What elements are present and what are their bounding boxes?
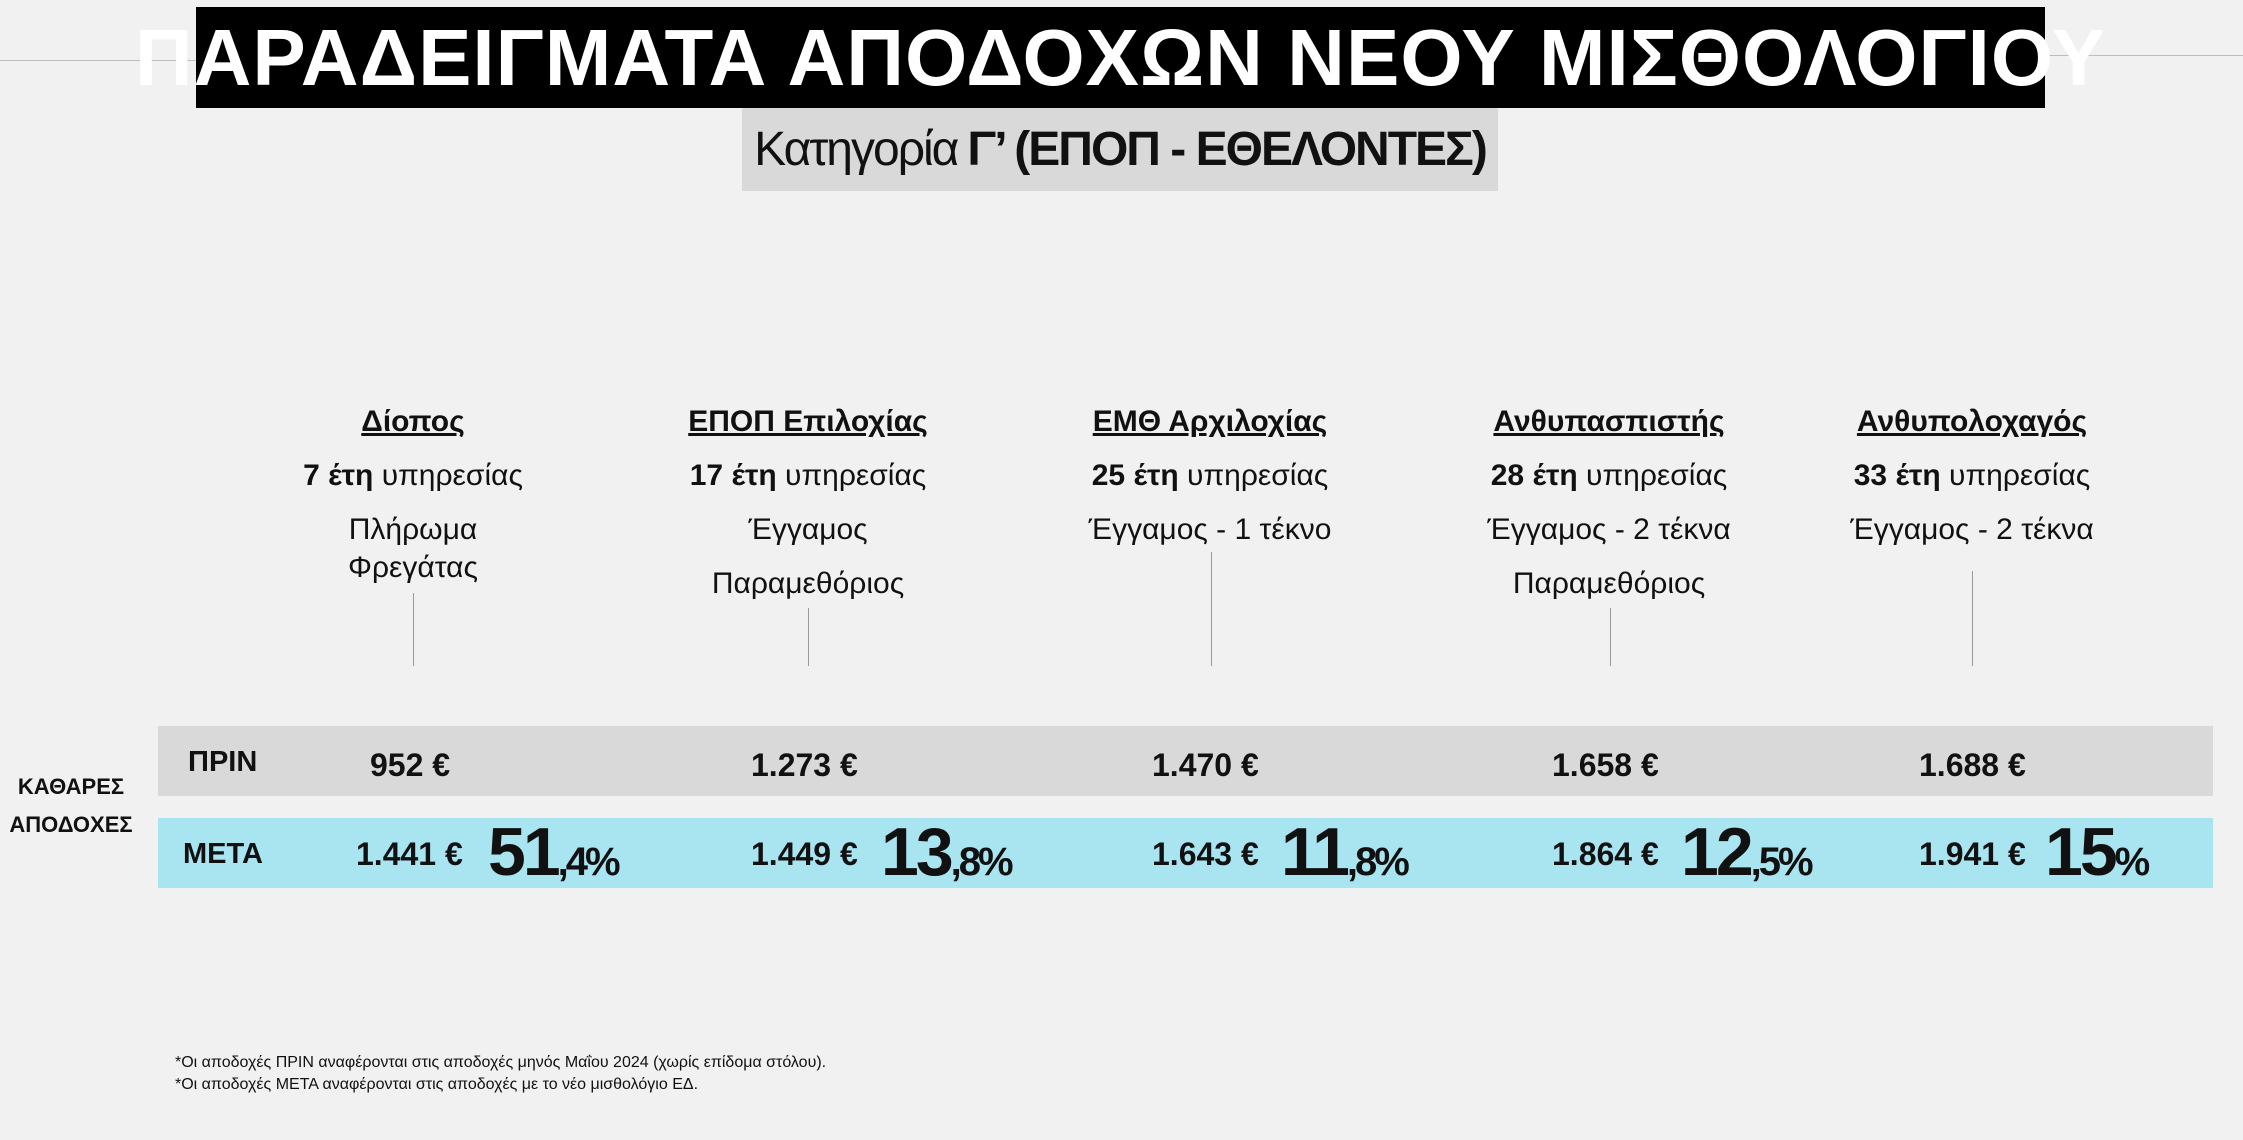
detail-line: Έγγαμος - 2 τέκνα [1487,513,1731,546]
detail-line: Πλήρωμα [348,513,478,546]
rank-name: ΕΠΟΠ Επιλοχίας [688,405,928,438]
detail-line: Παραμεθόριος [1512,567,1706,600]
before-value: 1.273 € [751,747,858,783]
example-column: Δίοπος 7 έτη υπηρεσίας Πλήρωμα Φρεγάτας [213,395,613,587]
detail-line: Έγγαμος - 2 τέκνα [1850,513,2094,546]
connector-line [1610,608,1611,666]
increase-percent: 12,5% [1681,814,1814,890]
before-label: ΠΡΙΝ [188,746,258,778]
example-column: Ανθυπασπιστής 28 έτη υπηρεσίας Έγγαμος -… [1409,395,1809,611]
increase-percent: 15% [2045,814,2150,890]
after-value: 1.643 € [1152,836,1259,872]
page-title: ΠΑΡΑΔΕΙΓΜΑΤΑ ΑΠΟΔΟΧΩΝ ΝΕΟΥ ΜΙΣΘΟΛΟΓΙΟΥ [135,7,2105,108]
connector-line [1211,552,1212,666]
service-years: 25 έτη υπηρεσίας [1091,459,1329,492]
increase-percent: 51,4% [488,814,621,890]
after-value: 1.441 € [356,836,463,872]
after-value: 1.864 € [1552,836,1659,872]
increase-percent: 13,8% [881,814,1014,890]
detail-line: Παραμεθόριος [711,567,905,600]
footnote: *Οι αποδοχές ΠΡΙΝ αναφέρονται στις αποδο… [175,1054,827,1071]
before-value: 1.658 € [1552,747,1659,783]
net-earnings-label: ΚΑΘΑΡΕΣ ΑΠΟΔΟΧΕΣ [9,774,133,837]
service-years: 33 έτη υπηρεσίας [1853,459,2091,492]
example-column: ΕΠΟΠ Επιλοχίας 17 έτη υπηρεσίας Έγγαμος … [608,395,1008,611]
example-column: Ανθυπολοχαγός 33 έτη υπηρεσίας Έγγαμος -… [1772,395,2172,557]
connector-line [413,593,414,666]
service-years: 17 έτη υπηρεσίας [689,459,927,492]
details: Πλήρωμα Φρεγάτας [213,503,613,587]
service-years: 28 έτη υπηρεσίας [1490,459,1728,492]
before-value: 1.470 € [1152,747,1259,783]
connector-line [808,608,809,666]
left-rule [0,60,196,61]
detail-line: Έγγαμος [748,513,868,546]
after-label: ΜΕΤΑ [183,838,264,870]
subtitle-category: Γ’ (ΕΠΟΠ - ΕΘΕΛΟΝΤΕΣ) [967,123,1487,176]
before-value: 1.688 € [1919,747,2026,783]
subtitle-prefix: Κατηγορία [754,123,959,176]
rank-name: Δίοπος [361,405,465,438]
rank-name: Ανθυπασπιστής [1493,405,1725,438]
after-row [158,818,2213,888]
detail-line: Φρεγάτας [348,551,478,584]
service-years: 7 έτη υπηρεσίας [303,459,523,492]
footnotes: *Οι αποδοχές ΠΡΙΝ αναφέρονται στις αποδο… [175,1052,826,1096]
after-value: 1.449 € [751,836,858,872]
after-value: 1.941 € [1919,836,2026,872]
rank-name: Ανθυπολοχαγός [1856,405,2088,438]
right-rule [2045,55,2243,56]
example-column: ΕΜΘ Αρχιλοχίας 25 έτη υπηρεσίας Έγγαμος … [1010,395,1410,557]
before-row [158,726,2213,796]
connector-line [1972,571,1973,666]
detail-line: Έγγαμος - 1 τέκνο [1088,513,1332,546]
page-subtitle: Κατηγορία Γ’ (ΕΠΟΠ - ΕΘΕΛΟΝΤΕΣ) [742,108,1498,191]
footnote: *Οι αποδοχές ΜΕΤΑ αναφέρονται στις αποδο… [175,1076,699,1093]
before-value: 952 € [370,747,451,783]
increase-percent: 11,8% [1281,814,1410,890]
rank-name: ΕΜΘ Αρχιλοχίας [1092,405,1328,438]
